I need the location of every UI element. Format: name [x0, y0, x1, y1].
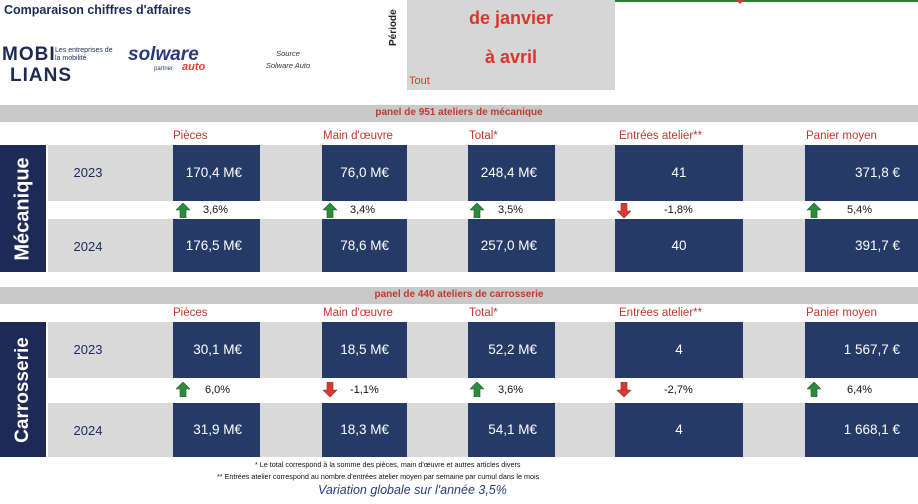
- col-header-pieces: Pièces: [173, 130, 208, 142]
- mecanique-2024-main-oeuvre: 78,6 M€: [322, 219, 407, 272]
- carrosserie-2024-pieces: 31,9 M€: [173, 403, 260, 457]
- arrow-down-icon: [616, 202, 632, 219]
- arrow-down-icon: [616, 381, 632, 398]
- mecanique-var-panier: [806, 202, 822, 223]
- arrow-up-icon: [806, 202, 822, 219]
- source-value: Solware Auto: [265, 61, 311, 70]
- mecanique-var-main-oeuvre: [322, 202, 338, 223]
- solware-auto-text: auto: [182, 61, 206, 73]
- col-header-pieces-2: Pièces: [173, 307, 208, 319]
- mecanique-var-entrees: [616, 202, 632, 223]
- carrosserie-var-pieces-value: 6,0%: [205, 384, 231, 396]
- solware-logo: solware: [128, 44, 199, 65]
- period-to: à avril: [484, 47, 538, 67]
- mecanique-var-total-value: 3,5%: [498, 204, 524, 216]
- source-label: Source: [276, 49, 300, 58]
- period-from: de janvier: [468, 8, 554, 28]
- mecanique-2023-main-oeuvre: 76,0 M€: [322, 145, 407, 201]
- carrosserie-2023-entrees: 4: [615, 322, 743, 378]
- arrow-up-icon: [175, 381, 191, 398]
- global-variation: Variation globale sur l'année 3,5%: [318, 483, 507, 497]
- carrosserie-var-main-oeuvre-value: -1,1%: [350, 384, 379, 396]
- top-divider: [615, 0, 918, 2]
- carrosserie-panel-label: panel de 440 ateliers de carrosserie: [374, 289, 544, 300]
- solware-partner-text: partner: [154, 66, 174, 72]
- carrosserie-label-text: Carrosserie: [12, 336, 33, 443]
- col-header-panier-2: Panier moyen: [806, 307, 877, 319]
- carrosserie-2024-total: 54,1 M€: [468, 403, 555, 457]
- col-header-entrees-2: Entrées atelier**: [619, 307, 703, 319]
- footnote-entrees: ** Entrées atelier correspond au nombre …: [217, 472, 540, 481]
- mecanique-var-pieces: [175, 202, 191, 223]
- arrow-up-icon: [175, 202, 191, 219]
- carrosserie-2023-main-oeuvre: 18,5 M€: [322, 322, 407, 378]
- carrosserie-2024-main-oeuvre: 18,3 M€: [322, 403, 407, 457]
- mecanique-2023-panier: 371,8 €: [805, 145, 918, 201]
- mecanique-2023-entrees: 41: [615, 145, 743, 201]
- carrosserie-2024-entrees: 4: [615, 403, 743, 457]
- carrosserie-2023-pieces: 30,1 M€: [173, 322, 260, 378]
- mecanique-var-entrees-value: -1,8%: [664, 204, 693, 216]
- carrosserie-panel-band: [0, 287, 918, 304]
- carrosserie-section-label: Carrosserie: [0, 322, 46, 457]
- carrosserie-var-panier-value: 6,4%: [847, 384, 873, 396]
- carrosserie-2023-total: 52,2 M€: [468, 322, 555, 378]
- mecanique-var-main-oeuvre-value: 3,4%: [350, 204, 376, 216]
- carrosserie-var-main-oeuvre: [322, 381, 338, 402]
- mecanique-label-text: Mécanique: [11, 156, 34, 261]
- carrosserie-var-pieces: [175, 381, 191, 402]
- col-header-panier: Panier moyen: [806, 130, 877, 142]
- col-header-entrees: Entrées atelier**: [619, 130, 703, 142]
- col-header-main-oeuvre: Main d'œuvre: [323, 130, 393, 142]
- filter-all[interactable]: Tout: [409, 75, 430, 87]
- carrosserie-var-panier: [806, 381, 822, 402]
- carrosserie-year-2024: 2024: [73, 423, 103, 438]
- mecanique-2024-total: 257,0 M€: [468, 219, 555, 272]
- mobilians-logo-line2: LIANS: [10, 65, 72, 86]
- arrow-up-icon: [806, 381, 822, 398]
- col-header-total-2: Total*: [469, 307, 498, 319]
- mecanique-2024-pieces: 176,5 M€: [173, 219, 260, 272]
- mecanique-panel-band: [0, 105, 918, 122]
- arrow-up-icon: [322, 202, 338, 219]
- mecanique-year-2024: 2024: [73, 239, 103, 254]
- mecanique-var-pieces-value: 3,6%: [203, 204, 229, 216]
- periode-label: Période: [388, 9, 399, 46]
- mecanique-2024-entrees: 40: [615, 219, 743, 272]
- carrosserie-var-entrees-value: -2,7%: [664, 384, 693, 396]
- arrow-up-icon: [469, 202, 485, 219]
- footnote-total: * Le total correspond à la somme des piè…: [255, 460, 521, 469]
- source-block: Source Solware Auto: [262, 48, 314, 72]
- mobilians-logo: MOBI LIANS: [2, 44, 72, 86]
- carrosserie-year-2023: 2023: [73, 342, 103, 357]
- carrosserie-var-total: [469, 381, 485, 402]
- col-header-total: Total*: [469, 130, 498, 142]
- carrosserie-2024-panier: 1 668,1 €: [805, 403, 918, 457]
- col-header-main-oeuvre-2: Main d'œuvre: [323, 307, 393, 319]
- mecanique-2023-pieces: 170,4 M€: [173, 145, 260, 201]
- mobilians-tagline: Les entreprises de la mobilité: [55, 47, 113, 62]
- mobilians-logo-line1: MOBI: [2, 44, 56, 65]
- mecanique-var-panier-value: 5,4%: [847, 204, 873, 216]
- mecanique-2023-total: 248,4 M€: [468, 145, 555, 201]
- period-filter-box[interactable]: [407, 0, 615, 90]
- mecanique-var-total: [469, 202, 485, 223]
- carrosserie-var-total-value: 3,6%: [498, 384, 524, 396]
- mecanique-panel-label: panel de 951 ateliers de mécanique: [375, 107, 543, 118]
- carrosserie-2023-panier: 1 567,7 €: [805, 322, 918, 378]
- arrow-up-icon: [469, 381, 485, 398]
- top-marker-icon: [736, 0, 744, 4]
- mecanique-year-2023: 2023: [73, 165, 103, 180]
- mecanique-2024-panier: 391,7 €: [805, 219, 918, 272]
- mecanique-section-label: Mécanique: [0, 145, 46, 272]
- carrosserie-var-entrees: [616, 381, 632, 402]
- arrow-down-icon: [322, 381, 338, 398]
- report-title: Comparaison chiffres d'affaires: [4, 3, 192, 17]
